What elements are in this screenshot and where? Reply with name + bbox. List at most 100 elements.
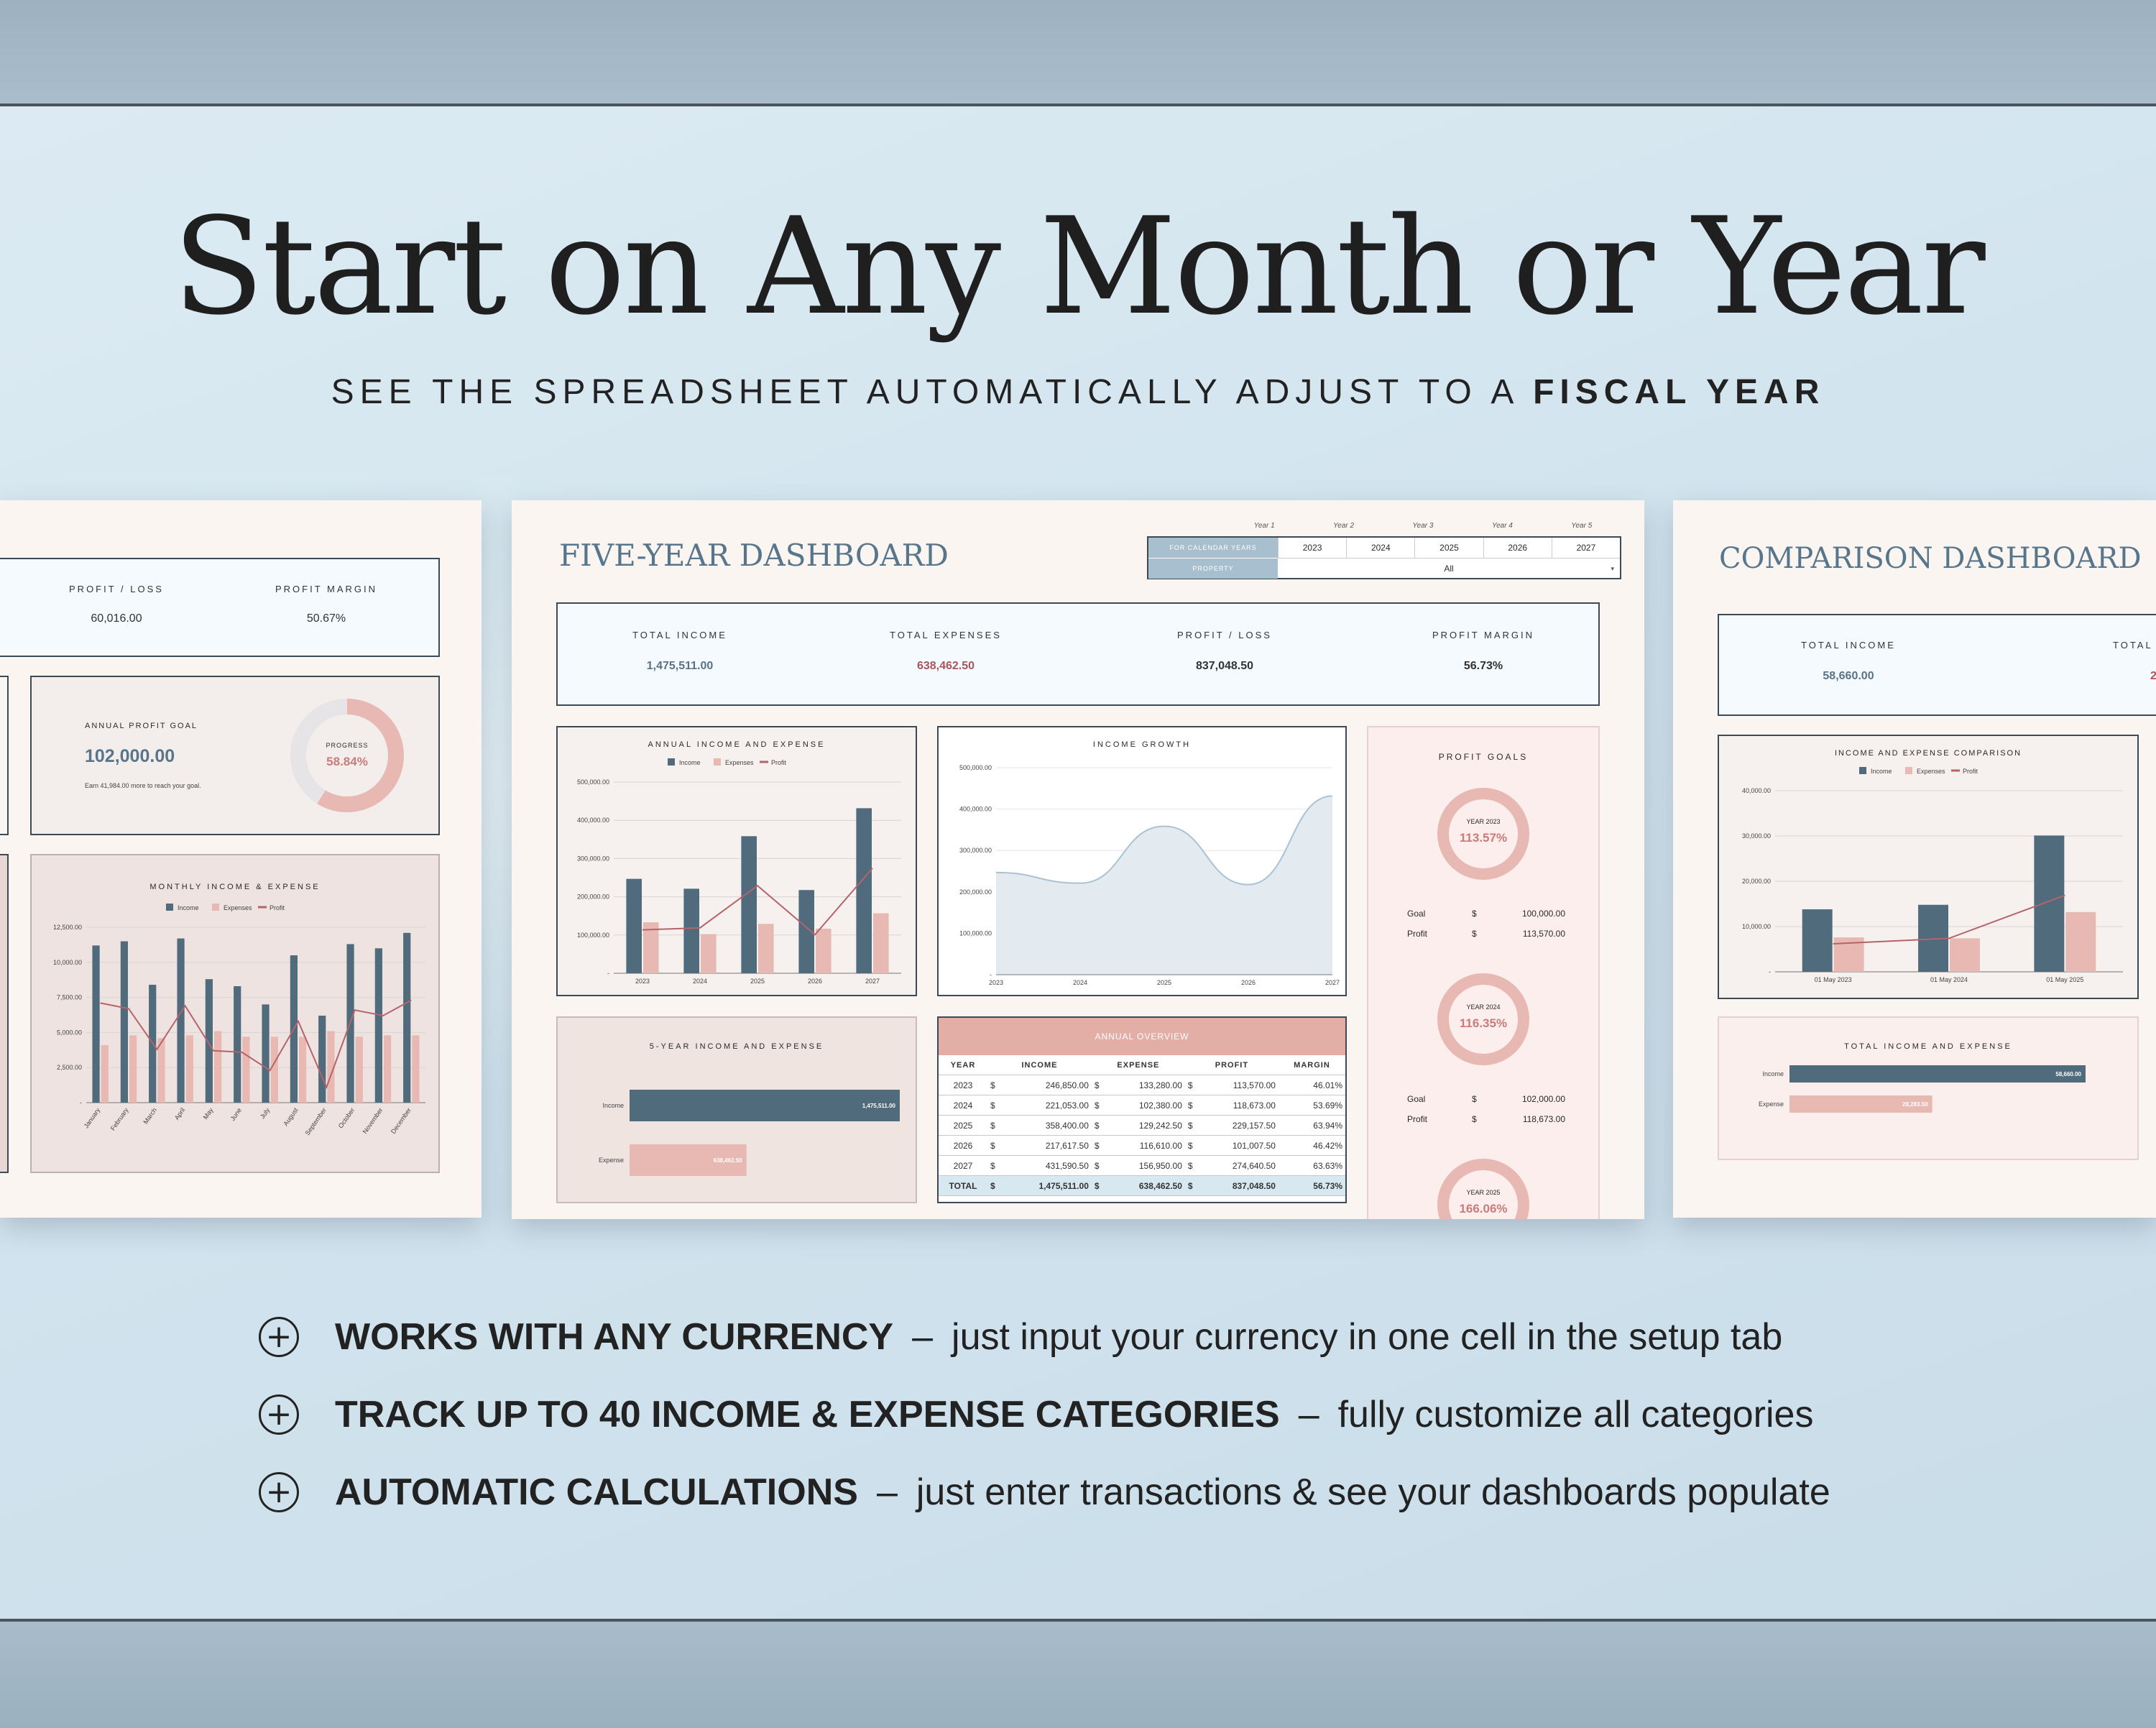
year-label: Year 2	[1333, 522, 1355, 530]
year-selector: Year 1 Year 2 Year 3 Year 4 Year 5 FOR C…	[1147, 522, 1621, 582]
legend-label: Income	[1871, 768, 1892, 775]
left-dashboard-card: PROFIT / LOSS 60,016.00 PROFIT MARGIN 50…	[0, 500, 482, 1218]
kpi-value: 60,016.00	[91, 612, 142, 625]
progress-donut	[290, 699, 404, 812]
column-header: PROFIT	[1184, 1055, 1279, 1075]
profit-line	[1833, 894, 2065, 945]
cell-currency: $	[1184, 1115, 1201, 1136]
bar-value-label: 638,462.50	[714, 1157, 743, 1164]
year-cell[interactable]: 2027	[1551, 538, 1620, 558]
year-cell[interactable]: 2026	[1483, 538, 1552, 558]
feature-row-calculations: + AUTOMATIC CALCULATIONS – just enter tr…	[259, 1463, 1830, 1521]
income-bar	[120, 941, 128, 1103]
y-tick-label: 2,500.00	[57, 1064, 82, 1071]
x-tick-label: 2026	[1241, 979, 1256, 986]
cell-currency: $	[987, 1095, 1003, 1116]
goal-amount: 100,000.00	[1521, 909, 1565, 919]
goal-ring	[1437, 1159, 1529, 1219]
currency-symbol: $	[1472, 1114, 1477, 1124]
cell-currency: $	[1184, 1095, 1201, 1116]
y-tick-label: 300,000.00	[577, 855, 609, 862]
legend-label: Expenses	[1917, 768, 1945, 775]
x-tick-label: April	[173, 1106, 187, 1121]
y-tick-label: 300,000.00	[959, 847, 992, 854]
goal-item: YEAR 2023 113.57% Goal $ 100,000.00 Prof…	[1368, 785, 1598, 957]
dashboard-title: FIVE-YEAR DASHBOARD	[559, 538, 949, 573]
five-year-title: 5-YEAR INCOME AND EXPENSE	[649, 1042, 824, 1051]
year-values-row: 2023 2024 2025 2026 2027	[1278, 538, 1620, 558]
year-cell[interactable]: 2024	[1346, 538, 1414, 558]
y-tick-label: 500,000.00	[577, 778, 609, 786]
goal-label: Goal	[1407, 909, 1426, 919]
cell-expense: 156,950.00	[1107, 1155, 1185, 1176]
cell-year: 2023	[939, 1075, 987, 1095]
x-tick-label: May	[202, 1106, 215, 1121]
kpi-value: 58,660.00	[1823, 670, 1874, 682]
goal-value: 102,000.00	[85, 746, 175, 766]
comparison-title: COMPARISON DASHBOARD	[1719, 542, 2142, 575]
y-tick-label: 100,000.00	[959, 929, 992, 937]
plus-circle-icon: +	[259, 1317, 299, 1357]
goal-label: ANNUAL PROFIT GOAL	[85, 722, 198, 730]
expense-bar	[270, 1037, 278, 1103]
year-label: Year 3	[1412, 522, 1434, 530]
expense-total-bar	[630, 1144, 747, 1176]
feature-title: AUTOMATIC CALCULATIONS	[335, 1471, 858, 1513]
income-bar	[234, 985, 241, 1103]
income-bar	[741, 836, 757, 973]
income-bar	[856, 808, 872, 973]
year-cell[interactable]: 2025	[1414, 538, 1483, 558]
income-bar	[205, 979, 213, 1103]
y-tick-label: 400,000.00	[577, 817, 609, 824]
plus-circle-icon: +	[259, 1394, 299, 1435]
legend-swatch	[1905, 767, 1912, 774]
cell-currency: $	[1091, 1135, 1107, 1156]
cell-year: 2026	[939, 1135, 987, 1156]
x-tick-label: 2023	[989, 979, 1003, 986]
comparison-chart-box: INCOME AND EXPENSE COMPARISON Income Expe…	[1718, 735, 2139, 999]
cell-expense: 116,610.00	[1107, 1135, 1185, 1156]
kpi-value: 837,048.50	[1195, 660, 1254, 672]
y-tick-label: 40,000.00	[1742, 787, 1771, 794]
annual-chart-box: ANNUAL INCOME AND EXPENSE Income Expenses…	[556, 726, 917, 996]
feature-title: WORKS WITH ANY CURRENCY	[335, 1316, 894, 1358]
y-tick-label: 200,000.00	[577, 893, 609, 901]
feature-description: just input your currency in one cell in …	[952, 1316, 1783, 1358]
legend-label: Profit	[1963, 768, 1978, 775]
expense-bar	[1950, 938, 1980, 972]
expense-bar	[2065, 911, 2096, 972]
cell-profit: 113,570.00	[1200, 1075, 1279, 1095]
profit-amount: 118,673.00	[1522, 1114, 1565, 1124]
income-bar	[177, 938, 185, 1103]
goal-percent: 113.57%	[1459, 831, 1508, 845]
income-bar	[92, 945, 100, 1103]
income-bar	[1802, 909, 1833, 972]
bar-category-label: Expense	[599, 1157, 624, 1164]
expense-bar	[873, 913, 889, 973]
x-tick-label: January	[83, 1106, 102, 1129]
year-cell[interactable]: 2023	[1278, 538, 1346, 558]
x-tick-label: June	[229, 1106, 243, 1122]
y-tick-label: -	[990, 971, 992, 978]
x-tick-label: 01 May 2023	[1815, 976, 1852, 983]
legend-swatch	[166, 904, 173, 911]
cell-currency: $	[1091, 1095, 1107, 1116]
expense-bar	[242, 1037, 250, 1103]
cell-currency: $	[1091, 1175, 1107, 1196]
y-tick-label: 7,500.00	[57, 994, 82, 1001]
x-tick-label: 2026	[808, 978, 822, 985]
currency-symbol: $	[1472, 909, 1477, 919]
y-tick-label: 10,000.00	[1742, 923, 1771, 930]
progress-label: PROGRESS	[326, 742, 369, 749]
total-income-expense-chart: Income 58,660.00 Expense 28,283.50	[1759, 1065, 2086, 1113]
x-tick-label: November	[361, 1106, 384, 1135]
y-tick-label: -	[607, 970, 609, 977]
right-kpi-box: TOTAL INCOME 58,660.00 TOTAL E 28,2	[1718, 614, 2156, 716]
legend-swatch	[714, 758, 721, 766]
comparison-chart-title: INCOME AND EXPENSE COMPARISON	[1834, 749, 2022, 758]
legend-label: Profit	[771, 759, 787, 766]
monthly-chart-title: MONTHLY INCOME & EXPENSE	[149, 883, 321, 891]
cell-currency: $	[987, 1135, 1003, 1156]
kpi-label: TOTAL INCOME	[632, 630, 727, 640]
property-dropdown[interactable]: All ▾	[1278, 558, 1620, 579]
